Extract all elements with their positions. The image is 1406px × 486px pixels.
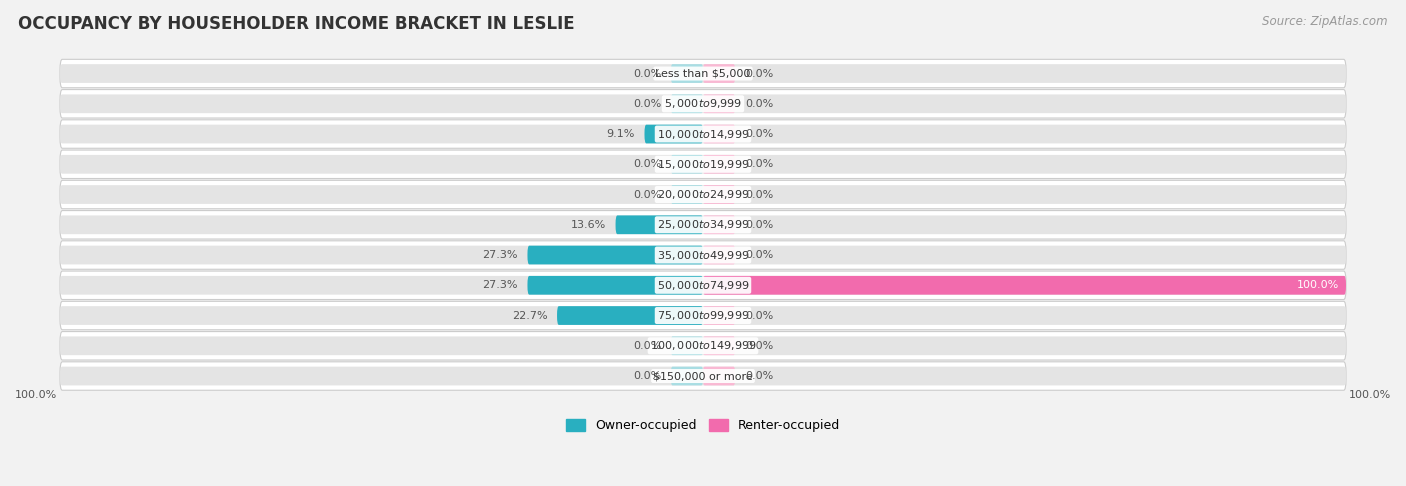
Text: $5,000 to $9,999: $5,000 to $9,999 bbox=[664, 97, 742, 110]
FancyBboxPatch shape bbox=[616, 215, 703, 234]
Text: $100,000 to $149,999: $100,000 to $149,999 bbox=[650, 339, 756, 352]
FancyBboxPatch shape bbox=[60, 94, 1346, 113]
Text: 100.0%: 100.0% bbox=[1348, 390, 1391, 400]
Text: $10,000 to $14,999: $10,000 to $14,999 bbox=[657, 127, 749, 140]
FancyBboxPatch shape bbox=[703, 125, 735, 143]
Text: 27.3%: 27.3% bbox=[482, 280, 517, 290]
FancyBboxPatch shape bbox=[703, 366, 735, 385]
Text: 0.0%: 0.0% bbox=[633, 99, 661, 109]
FancyBboxPatch shape bbox=[60, 301, 1346, 330]
FancyBboxPatch shape bbox=[703, 306, 735, 325]
Text: 0.0%: 0.0% bbox=[745, 341, 773, 351]
Text: 0.0%: 0.0% bbox=[633, 159, 661, 169]
Text: 0.0%: 0.0% bbox=[633, 371, 661, 381]
FancyBboxPatch shape bbox=[60, 120, 1346, 148]
FancyBboxPatch shape bbox=[703, 245, 735, 264]
FancyBboxPatch shape bbox=[671, 336, 703, 355]
Text: $50,000 to $74,999: $50,000 to $74,999 bbox=[657, 279, 749, 292]
FancyBboxPatch shape bbox=[703, 276, 1346, 295]
FancyBboxPatch shape bbox=[527, 276, 703, 295]
Text: 100.0%: 100.0% bbox=[1298, 280, 1340, 290]
Text: 0.0%: 0.0% bbox=[745, 220, 773, 230]
Text: 0.0%: 0.0% bbox=[745, 190, 773, 200]
FancyBboxPatch shape bbox=[671, 64, 703, 83]
Text: $35,000 to $49,999: $35,000 to $49,999 bbox=[657, 248, 749, 261]
FancyBboxPatch shape bbox=[60, 210, 1346, 239]
FancyBboxPatch shape bbox=[671, 155, 703, 174]
FancyBboxPatch shape bbox=[703, 215, 735, 234]
Text: OCCUPANCY BY HOUSEHOLDER INCOME BRACKET IN LESLIE: OCCUPANCY BY HOUSEHOLDER INCOME BRACKET … bbox=[18, 15, 575, 33]
FancyBboxPatch shape bbox=[60, 241, 1346, 269]
Legend: Owner-occupied, Renter-occupied: Owner-occupied, Renter-occupied bbox=[561, 414, 845, 437]
Text: Less than $5,000: Less than $5,000 bbox=[655, 69, 751, 79]
FancyBboxPatch shape bbox=[60, 150, 1346, 178]
FancyBboxPatch shape bbox=[60, 89, 1346, 118]
FancyBboxPatch shape bbox=[60, 155, 1346, 174]
Text: 0.0%: 0.0% bbox=[745, 311, 773, 321]
FancyBboxPatch shape bbox=[60, 64, 1346, 83]
Text: 0.0%: 0.0% bbox=[745, 159, 773, 169]
FancyBboxPatch shape bbox=[703, 155, 735, 174]
Text: 9.1%: 9.1% bbox=[606, 129, 636, 139]
Text: 0.0%: 0.0% bbox=[633, 69, 661, 79]
Text: 100.0%: 100.0% bbox=[15, 390, 58, 400]
Text: 0.0%: 0.0% bbox=[633, 341, 661, 351]
Text: 0.0%: 0.0% bbox=[745, 371, 773, 381]
FancyBboxPatch shape bbox=[527, 245, 703, 264]
Text: $20,000 to $24,999: $20,000 to $24,999 bbox=[657, 188, 749, 201]
FancyBboxPatch shape bbox=[60, 331, 1346, 360]
FancyBboxPatch shape bbox=[557, 306, 703, 325]
Text: 27.3%: 27.3% bbox=[482, 250, 517, 260]
FancyBboxPatch shape bbox=[60, 180, 1346, 209]
Text: $15,000 to $19,999: $15,000 to $19,999 bbox=[657, 158, 749, 171]
FancyBboxPatch shape bbox=[60, 245, 1346, 264]
Text: 0.0%: 0.0% bbox=[745, 129, 773, 139]
Text: $75,000 to $99,999: $75,000 to $99,999 bbox=[657, 309, 749, 322]
Text: 22.7%: 22.7% bbox=[512, 311, 547, 321]
FancyBboxPatch shape bbox=[703, 64, 735, 83]
FancyBboxPatch shape bbox=[703, 94, 735, 113]
FancyBboxPatch shape bbox=[60, 276, 1346, 295]
Text: 0.0%: 0.0% bbox=[745, 250, 773, 260]
FancyBboxPatch shape bbox=[671, 366, 703, 385]
Text: Source: ZipAtlas.com: Source: ZipAtlas.com bbox=[1263, 15, 1388, 28]
FancyBboxPatch shape bbox=[60, 59, 1346, 88]
FancyBboxPatch shape bbox=[60, 125, 1346, 143]
Text: 0.0%: 0.0% bbox=[745, 99, 773, 109]
FancyBboxPatch shape bbox=[671, 185, 703, 204]
FancyBboxPatch shape bbox=[60, 306, 1346, 325]
FancyBboxPatch shape bbox=[60, 362, 1346, 390]
FancyBboxPatch shape bbox=[703, 336, 735, 355]
Text: $25,000 to $34,999: $25,000 to $34,999 bbox=[657, 218, 749, 231]
Text: 13.6%: 13.6% bbox=[571, 220, 606, 230]
FancyBboxPatch shape bbox=[60, 271, 1346, 299]
FancyBboxPatch shape bbox=[60, 185, 1346, 204]
Text: 0.0%: 0.0% bbox=[745, 69, 773, 79]
FancyBboxPatch shape bbox=[703, 185, 735, 204]
Text: 0.0%: 0.0% bbox=[633, 190, 661, 200]
FancyBboxPatch shape bbox=[644, 125, 703, 143]
FancyBboxPatch shape bbox=[60, 215, 1346, 234]
FancyBboxPatch shape bbox=[671, 94, 703, 113]
FancyBboxPatch shape bbox=[60, 366, 1346, 385]
FancyBboxPatch shape bbox=[60, 336, 1346, 355]
Text: $150,000 or more: $150,000 or more bbox=[654, 371, 752, 381]
